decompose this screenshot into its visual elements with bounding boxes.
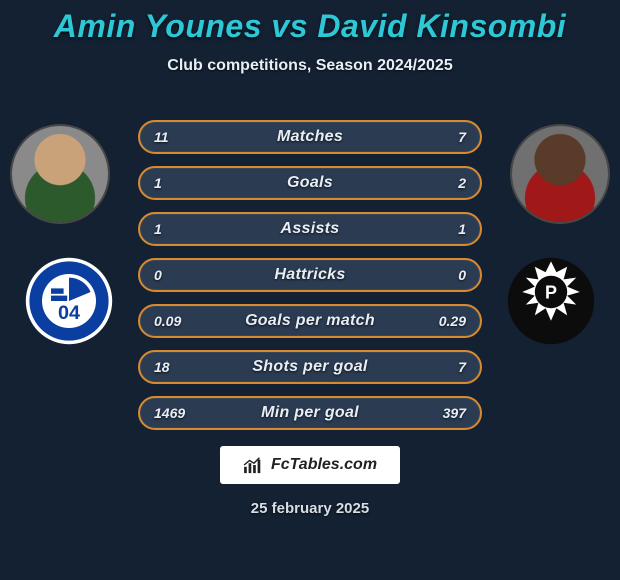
- player-left-avatar: [10, 124, 110, 224]
- stat-label: Goals: [287, 174, 333, 192]
- player-right-avatar: [510, 124, 610, 224]
- stat-right-value: 7: [458, 359, 466, 375]
- stat-right-value: 397: [443, 405, 466, 421]
- stat-label: Min per goal: [261, 404, 359, 422]
- stat-right-value: 7: [458, 129, 466, 145]
- stat-row: 11 Matches 7: [138, 120, 482, 154]
- date-text: 25 february 2025: [0, 500, 620, 517]
- stat-left-value: 1469: [154, 405, 185, 421]
- stat-row: 18 Shots per goal 7: [138, 350, 482, 384]
- club-right-logo: P: [506, 256, 596, 346]
- stat-left-value: 0.09: [154, 313, 181, 329]
- brand-chart-icon: [243, 456, 265, 474]
- brand-badge: FcTables.com: [220, 446, 400, 484]
- stat-row: 0 Hattricks 0: [138, 258, 482, 292]
- stat-row: 0.09 Goals per match 0.29: [138, 304, 482, 338]
- stat-left-value: 18: [154, 359, 170, 375]
- schalke-logo-icon: 04: [24, 256, 114, 346]
- page-title: Amin Younes vs David Kinsombi: [0, 8, 620, 45]
- stat-label: Goals per match: [245, 312, 375, 330]
- stat-label: Assists: [280, 220, 339, 238]
- stat-left-value: 1: [154, 221, 162, 237]
- svg-text:04: 04: [58, 302, 80, 324]
- stat-label: Shots per goal: [252, 358, 367, 376]
- stats-container: 11 Matches 7 1 Goals 2 1 Assists 1 0 Hattricks 0 0.0…: [138, 120, 482, 442]
- stat-row: 1469 Min per goal 397: [138, 396, 482, 430]
- stat-row: 1 Goals 2: [138, 166, 482, 200]
- stat-left-value: 0: [154, 267, 162, 283]
- stat-label: Matches: [277, 128, 343, 146]
- stat-right-value: 2: [458, 175, 466, 191]
- brand-text: FcTables.com: [271, 456, 377, 474]
- preussen-logo-icon: P: [506, 256, 596, 346]
- stat-label: Hattricks: [274, 266, 345, 284]
- stat-row: 1 Assists 1: [138, 212, 482, 246]
- stat-right-value: 1: [458, 221, 466, 237]
- stat-right-value: 0.29: [439, 313, 466, 329]
- page-subtitle: Club competitions, Season 2024/2025: [0, 57, 620, 75]
- stat-left-value: 1: [154, 175, 162, 191]
- club-left-logo: 04: [24, 256, 114, 346]
- stat-left-value: 11: [154, 129, 169, 145]
- svg-text:P: P: [545, 282, 557, 302]
- stat-right-value: 0: [458, 267, 466, 283]
